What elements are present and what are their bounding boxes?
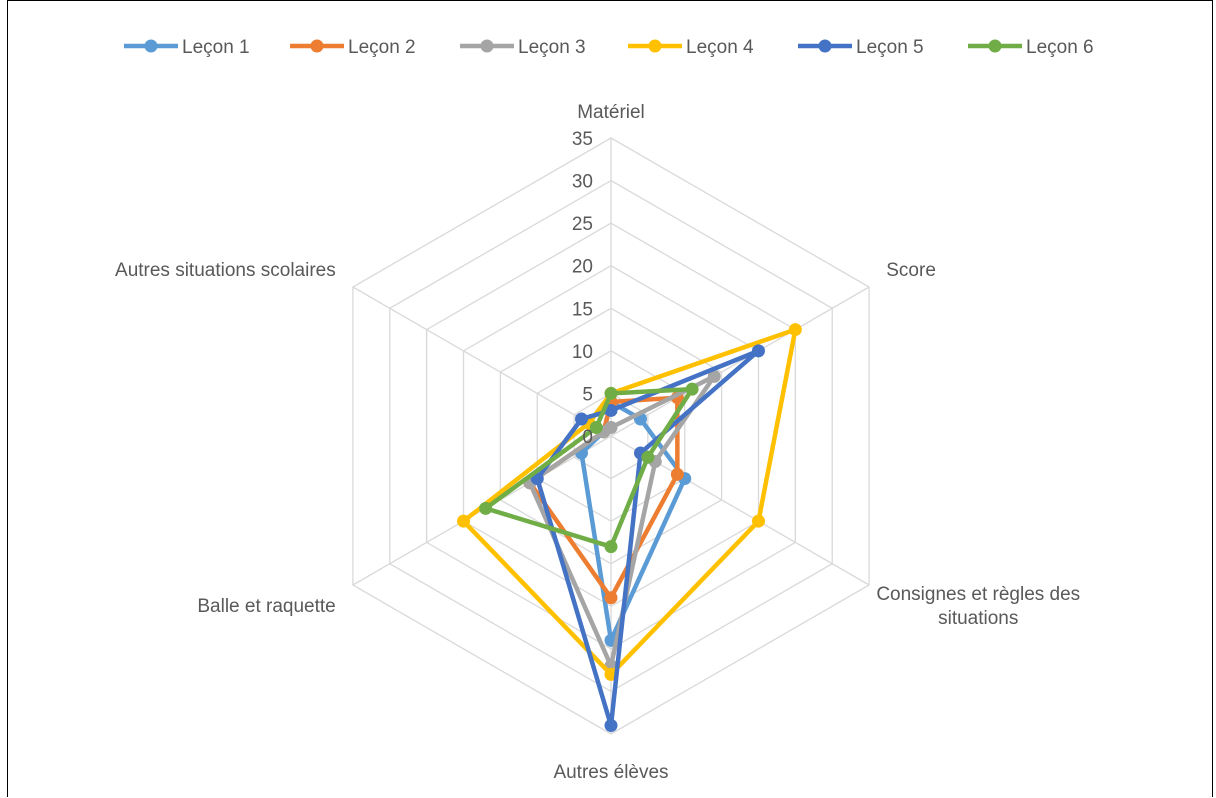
legend-swatch-marker bbox=[648, 39, 662, 53]
legend-label: Leçon 4 bbox=[686, 37, 754, 58]
axis-label: Autres élèves bbox=[553, 762, 668, 783]
data-point bbox=[604, 386, 618, 400]
legend-swatch-marker bbox=[480, 39, 494, 53]
chart-frame bbox=[7, 0, 1213, 797]
tick-label: 0 bbox=[582, 427, 593, 448]
data-point bbox=[457, 514, 471, 528]
series-6 bbox=[479, 382, 699, 554]
legend-item: Leçon 2 bbox=[290, 37, 416, 58]
data-point bbox=[604, 591, 618, 605]
legend-item: Leçon 5 bbox=[798, 37, 924, 58]
grid-spoke bbox=[352, 286, 612, 437]
tick-label: 5 bbox=[582, 384, 593, 405]
legend-swatch-marker bbox=[310, 39, 324, 53]
tick-label: 15 bbox=[572, 299, 593, 320]
tick-label: 30 bbox=[572, 172, 593, 193]
data-point bbox=[641, 450, 655, 464]
data-point bbox=[707, 369, 721, 383]
legend-label: Leçon 5 bbox=[856, 37, 924, 58]
data-point bbox=[685, 382, 699, 396]
tick-label: 25 bbox=[572, 214, 593, 235]
grid-spoke bbox=[610, 286, 870, 437]
series-line bbox=[483, 386, 695, 549]
legend-item: Leçon 3 bbox=[460, 37, 586, 58]
tick-label: 35 bbox=[572, 129, 593, 150]
legend-swatch-marker bbox=[144, 39, 158, 53]
legend-swatch-marker bbox=[818, 39, 832, 53]
legend-swatch-marker bbox=[988, 39, 1002, 53]
legend-label: Leçon 1 bbox=[182, 37, 250, 58]
legend-item: Leçon 6 bbox=[968, 37, 1094, 58]
data-point bbox=[604, 540, 618, 554]
legend: Leçon 1 Leçon 2 Leçon 3 Leçon 4 Leçon 5 Leçon… bbox=[124, 37, 1094, 58]
legend-label: Leçon 3 bbox=[518, 37, 586, 58]
axis-label: Consignes et règles des situations bbox=[876, 584, 1080, 629]
data-point bbox=[479, 501, 493, 515]
legend-item: Leçon 4 bbox=[628, 37, 754, 58]
data-point bbox=[575, 412, 589, 426]
data-point bbox=[670, 467, 684, 481]
tick-label: 10 bbox=[572, 342, 593, 363]
legend-label: Leçon 6 bbox=[1026, 37, 1094, 58]
data-point bbox=[589, 420, 603, 434]
data-point bbox=[604, 403, 618, 417]
series-2 bbox=[523, 391, 684, 605]
axis-label: Autres situations scolaires bbox=[115, 260, 336, 281]
legend-label: Leçon 2 bbox=[348, 37, 416, 58]
axis-label: Balle et raquette bbox=[197, 596, 335, 617]
tick-label: 20 bbox=[572, 257, 593, 278]
data-point bbox=[788, 323, 802, 337]
series-layer bbox=[457, 323, 802, 732]
axis-labels: Matériel Score Consignes et règles des situ… bbox=[115, 102, 1080, 783]
data-point bbox=[751, 514, 765, 528]
axis-label: Score bbox=[886, 260, 936, 281]
data-point bbox=[751, 344, 765, 358]
legend-item: Leçon 1 bbox=[124, 37, 250, 58]
tick-labels: 0 5 10 15 20 25 30 35 bbox=[572, 129, 593, 448]
axis-label: Matériel bbox=[577, 102, 645, 123]
data-point bbox=[604, 718, 618, 732]
